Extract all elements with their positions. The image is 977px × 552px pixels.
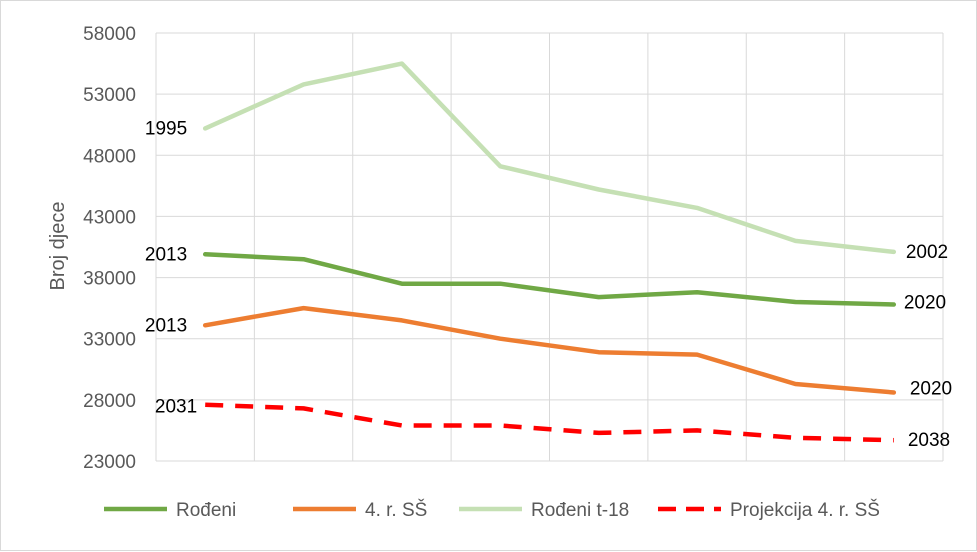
series-end-label: 2038 (908, 430, 950, 451)
y-tick-label: 38000 (83, 269, 136, 290)
y-tick-label: 28000 (83, 391, 136, 412)
series-start-label: 2013 (145, 315, 187, 336)
series-line (202, 61, 897, 255)
series-end-label: 2002 (906, 242, 948, 263)
legend-label: Projekcija 4. r. SŠ (730, 499, 880, 521)
series-line (202, 305, 897, 395)
legend: Rođeni 4. r. SŠ Rođeni t-18 Projekcija 4. r… (104, 499, 880, 521)
annotations: 2013 2020 2013 2020 1995 2002 2031 2038 (145, 118, 952, 451)
y-tick-label: 58000 (83, 24, 136, 45)
legend-label: Rođeni t-18 (531, 500, 629, 521)
y-axis-label: Broj djece (47, 202, 69, 291)
y-tick-label: 43000 (83, 207, 136, 228)
series-end-label: 2020 (910, 379, 952, 400)
legend-item: Projekcija 4. r. SŠ (658, 499, 880, 521)
series-start-label: 2013 (145, 244, 187, 265)
series-end-label: 2020 (904, 292, 946, 313)
gridlines (155, 32, 944, 462)
y-tick-label: 48000 (83, 146, 136, 167)
legend-label: 4. r. SŠ (365, 499, 427, 521)
y-tick-label: 23000 (83, 452, 136, 473)
series-start-label: 2031 (155, 397, 197, 418)
legend-item: Rođeni (104, 500, 236, 521)
y-tick-label: 53000 (83, 85, 136, 106)
legend-item: 4. r. SŠ (293, 499, 427, 521)
y-axis-ticks: 23000 28000 33000 38000 43000 48000 53000 58000 (83, 24, 136, 473)
legend-label: Rođeni (176, 500, 236, 521)
series-lines (202, 61, 897, 443)
series-line (202, 252, 897, 307)
y-tick-label: 33000 (83, 330, 136, 351)
series-start-label: 1995 (145, 118, 187, 139)
series-line (205, 402, 894, 443)
legend-item: Rođeni t-18 (459, 500, 629, 521)
